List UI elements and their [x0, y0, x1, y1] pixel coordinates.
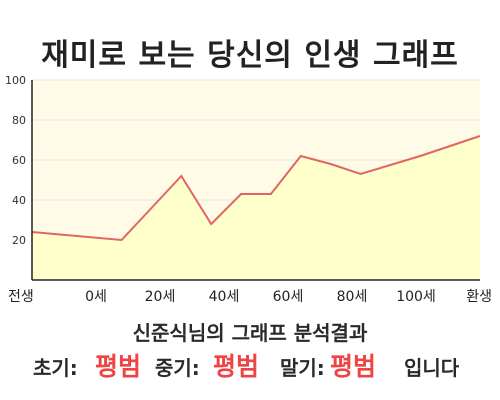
result-summary: 초기: 평범 중기: 평범 말기: 평범 입니다 — [0, 344, 500, 381]
late-value: 평범 — [330, 352, 377, 381]
y-tick-label: 40 — [12, 194, 26, 207]
x-tick-label: 20세 — [145, 289, 176, 305]
y-tick-label: 20 — [12, 234, 26, 247]
series-line — [31, 135, 481, 242]
x-tick-label: 80세 — [337, 289, 368, 305]
chart-title: 재미로 보는 당신의 인생 그래프 — [41, 38, 459, 73]
x-tick-label: 60세 — [273, 289, 304, 305]
y-tick-label: 60 — [12, 154, 26, 167]
x-tick-label: 환생 — [466, 289, 492, 305]
y-tick-label: 80 — [12, 114, 26, 127]
x-tick-label: 40세 — [209, 289, 240, 305]
y-tick-label: 100 — [5, 74, 26, 87]
x-tick-labels: 전생 0세 20세 40세 60세 80세 100세 환생 — [8, 289, 492, 305]
late-label: 말기: — [280, 356, 325, 380]
ending-text: 입니다 — [404, 356, 460, 380]
x-tick-label: 100세 — [396, 289, 436, 305]
y-tick-labels: 20 40 60 80 100 — [5, 74, 26, 247]
x-tick-label: 0세 — [85, 289, 107, 305]
result-subtitle: 신준식님의 그래프 분석결과 — [132, 321, 368, 345]
middle-label: 중기: — [155, 356, 200, 380]
early-value: 평범 — [95, 352, 142, 381]
middle-value: 평범 — [213, 352, 260, 381]
life-graph-chart: 20 40 60 80 100 전생 0세 20세 40세 60세 80세 100세 환생 — [5, 74, 492, 305]
x-tick-label: 전생 — [8, 289, 34, 305]
early-label: 초기: — [33, 356, 78, 380]
